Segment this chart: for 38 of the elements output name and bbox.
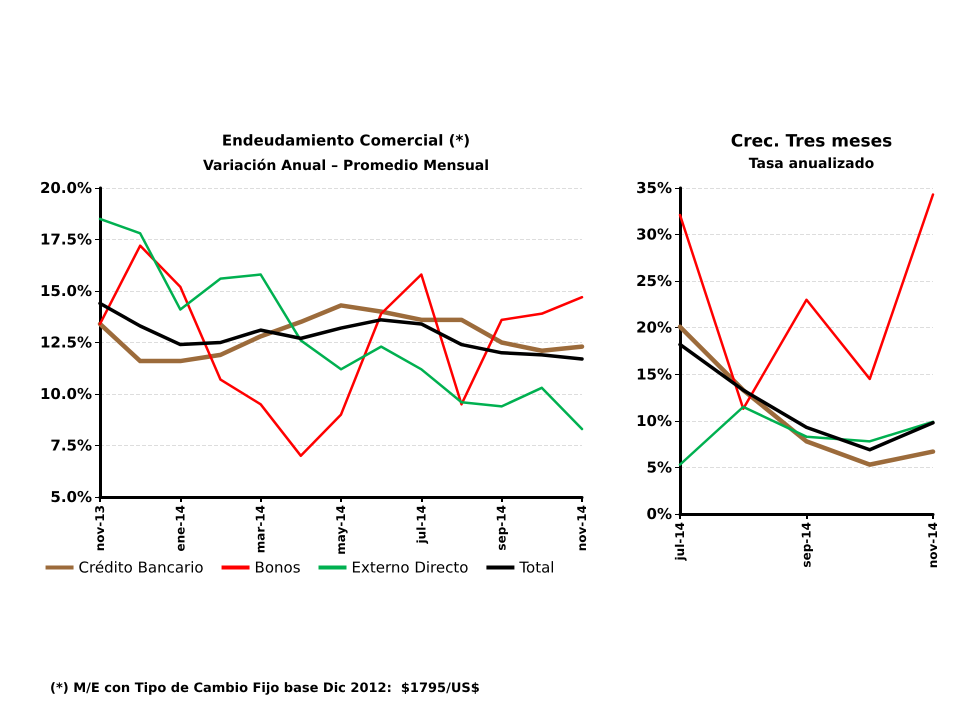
y-tick-label: 25% [636,272,672,290]
line-series [98,244,584,458]
y-tick-label: 30% [636,226,672,244]
x-tick-label: sep-14 [494,505,509,551]
line-series [678,406,934,466]
y-tick-label: 10.0% [40,385,92,403]
x-tick-label: nov-14 [926,522,940,568]
y-tick-label: 0% [646,505,672,523]
y-tick-label: 5% [646,458,672,476]
chart-title: Endeudamiento Comercial (*) [222,132,470,150]
text: (*) M/E con Tipo de Cambio Fijo base Dic 2012: $1795/US$ [50,681,480,696]
y-tick-label: 15.0% [40,282,92,300]
y-tick-label: 17.5% [40,230,92,248]
y-tick-label: 5.0% [50,488,92,506]
y-tick-label: 35% [636,179,672,197]
x-tick-label: nov-14 [575,505,589,552]
line-series [98,218,584,430]
y-tick-label: 12.5% [40,334,92,352]
x-tick-label: jul-14 [414,505,428,544]
legend-label: Externo Directo [352,558,468,576]
x-tick-label: jul-14 [673,522,687,562]
x-tick-label: mar-14 [254,505,268,554]
y-tick-label: 20% [636,318,672,337]
line-series [678,193,934,410]
chart-subtitle: Tasa anualizado [748,156,875,172]
y-tick-label: 10% [636,412,672,430]
chart-subtitle: Variación Anual – Promedio Mensual [202,158,490,174]
x-tick-label: may-14 [334,505,348,555]
legend-label: Total [518,558,554,576]
y-tick-label: 7.5% [50,436,92,454]
legend-label: Crédito Bancario [78,558,204,576]
x-tick-label: ene-14 [173,505,188,552]
x-tick-label: sep-14 [800,522,814,568]
chart-title: Crec. Tres meses [730,132,892,152]
x-tick-label: nov-13 [93,505,107,552]
y-tick-label: 20.0% [40,179,92,197]
y-tick-label: 15% [636,365,672,384]
legend-label: Bonos [254,558,301,576]
